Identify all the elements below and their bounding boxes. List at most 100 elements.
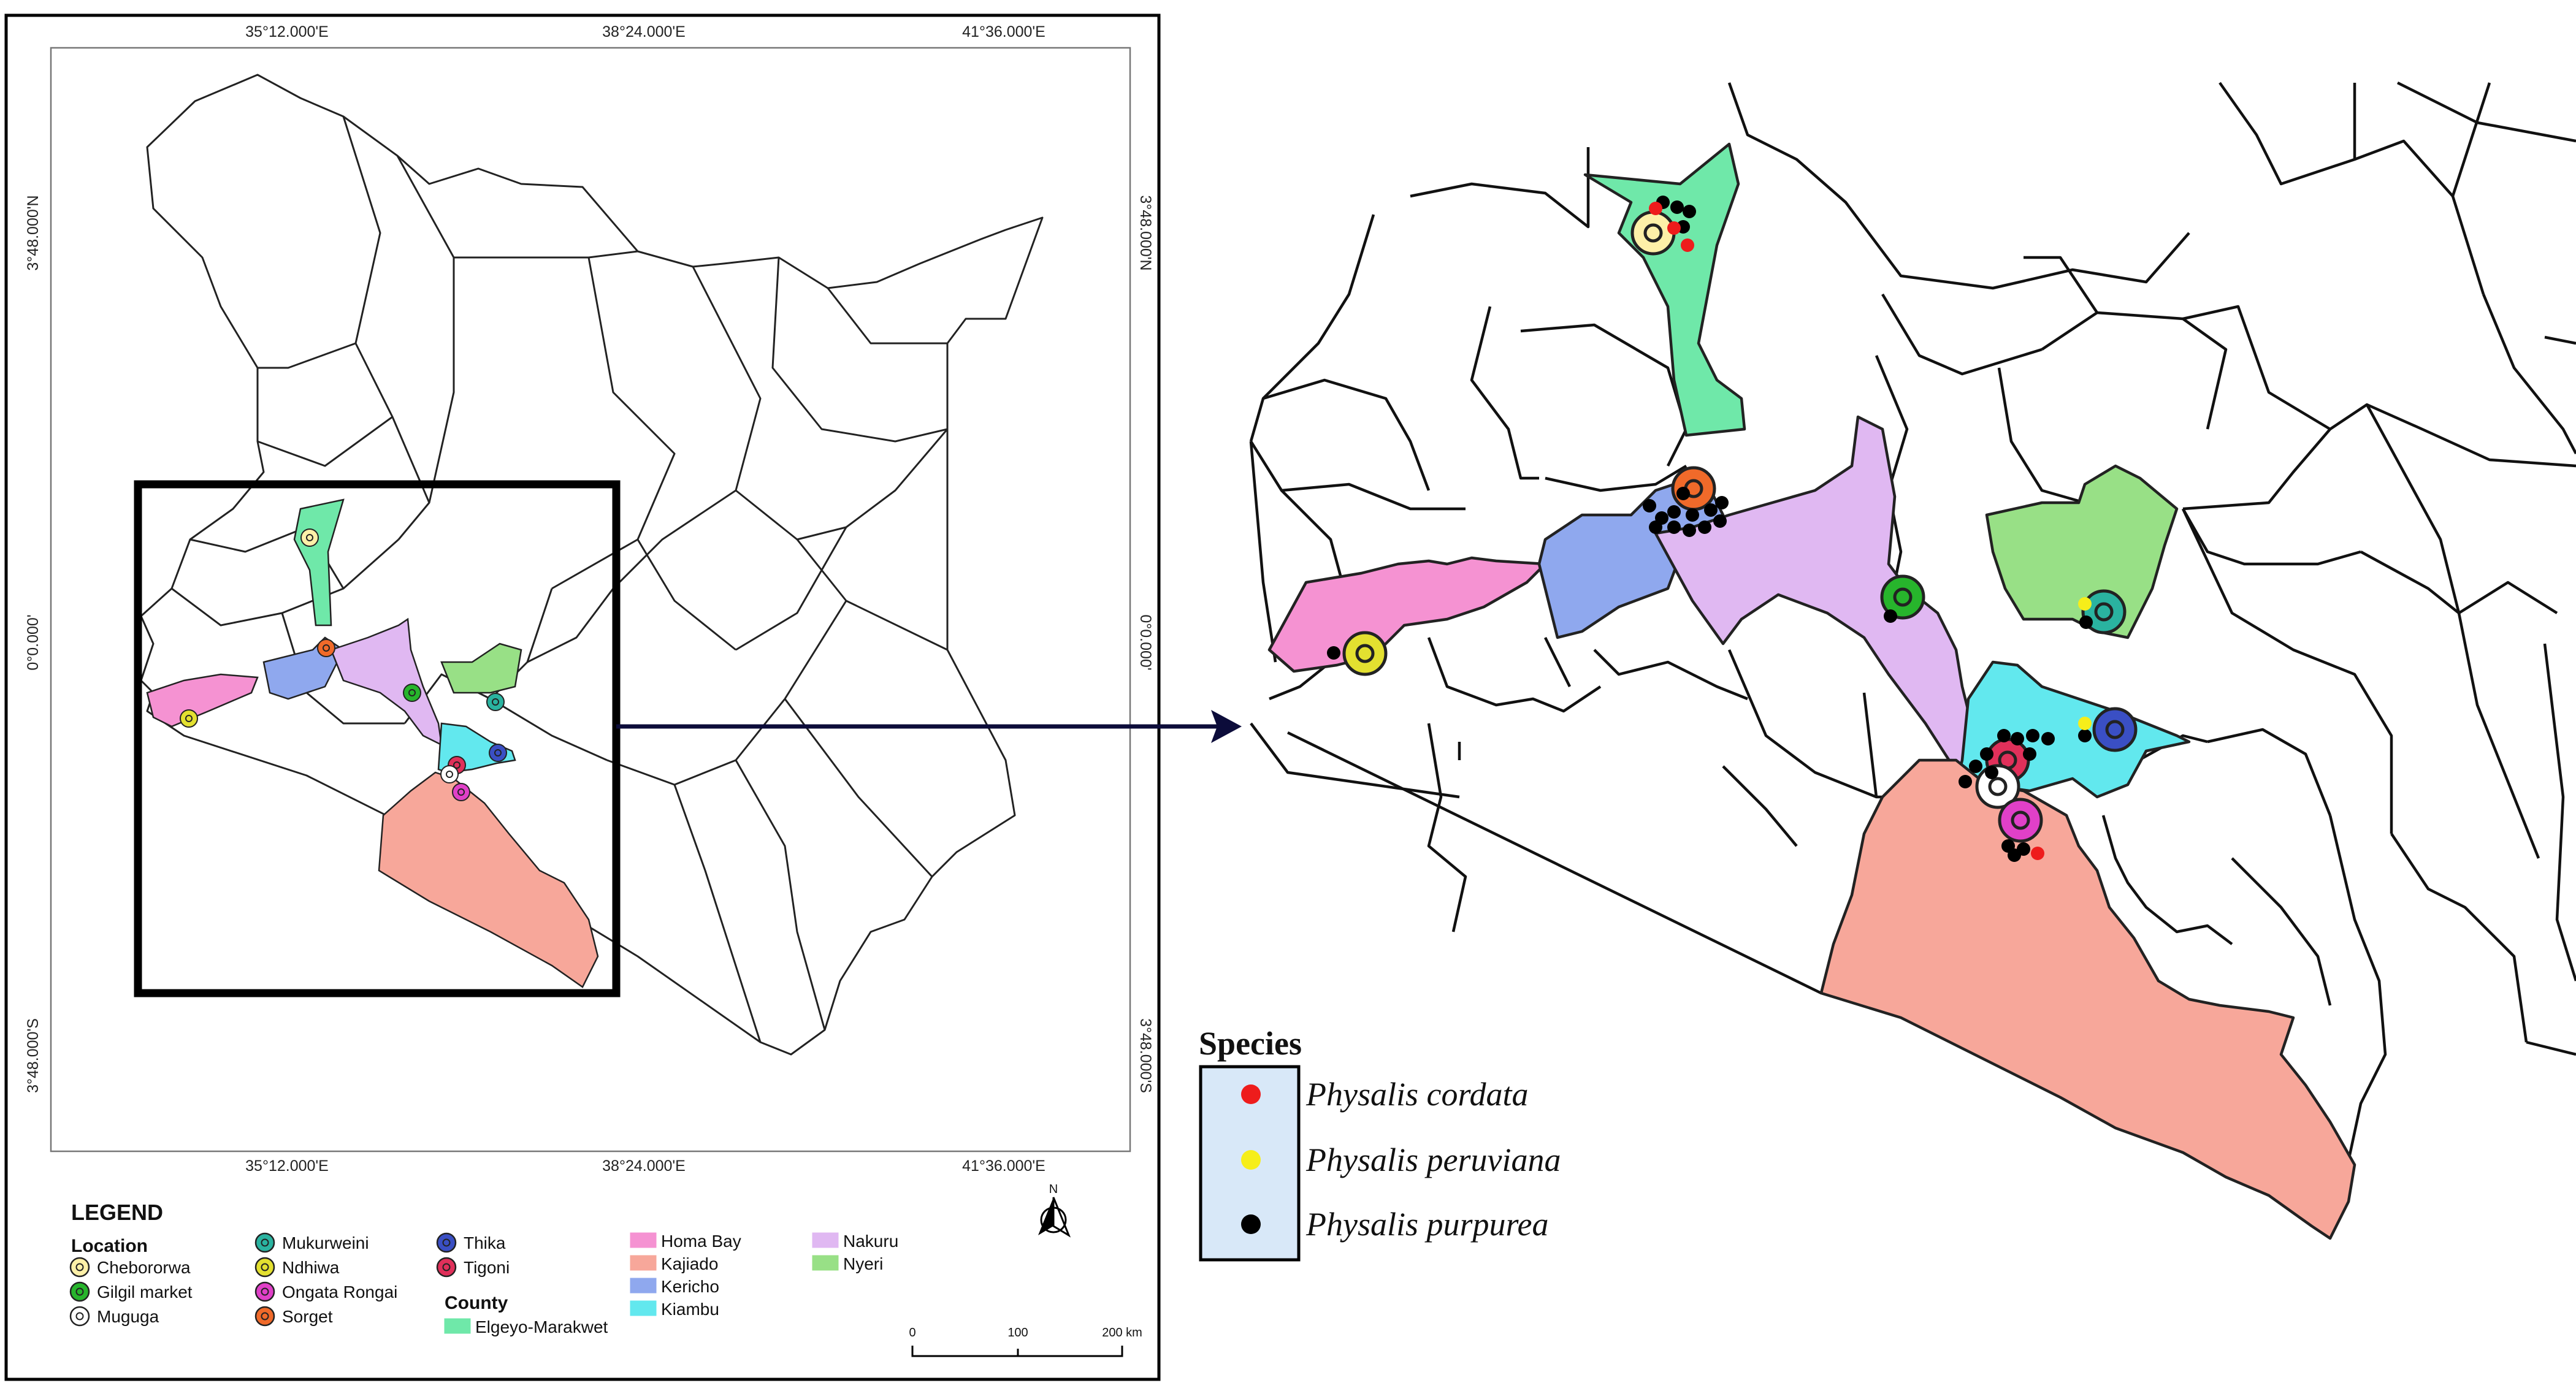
top-tick-2: 38°24.000'E — [602, 23, 686, 40]
legend-location-label: Tigoni — [464, 1258, 510, 1277]
species-cordata-label: Physalis cordata — [1305, 1076, 1528, 1113]
right-marker-mukurweini — [2081, 589, 2127, 635]
legend-county-label: Nyeri — [843, 1254, 883, 1273]
legend-county-label: Kajiado — [661, 1254, 718, 1273]
right-tick-2: 0°0.000' — [1137, 614, 1154, 670]
right-tick-1: 3°48.000'N — [1137, 195, 1154, 270]
legend-county-item: Elgeyo-Marakwet — [444, 1317, 608, 1336]
bottom-tick-1: 35°12.000'E — [245, 1157, 329, 1175]
legend-location-item: Sorget — [254, 1306, 333, 1327]
legend-location-label: Chebororwa — [97, 1258, 191, 1277]
scale-label-100: 100 — [1007, 1326, 1028, 1340]
bottom-tick-2: 38°24.000'E — [602, 1157, 686, 1175]
right-marker-ndhiwa — [1342, 631, 1388, 676]
points-purpurea — [1327, 196, 2093, 862]
north-label: N — [1049, 1183, 1058, 1196]
left-nyeri — [440, 642, 522, 694]
legend-county-item: Nakuru — [812, 1232, 898, 1251]
legend-location-label: Muguga — [97, 1307, 159, 1326]
inset-rectangle — [134, 480, 621, 997]
north-arrow-icon: N — [1038, 1183, 1071, 1238]
species-peruviana-label: Physalis peruviana — [1305, 1141, 1561, 1178]
legend-location-item: Gilgil market — [69, 1281, 193, 1302]
legend-location-label: Ongata Rongai — [282, 1282, 397, 1301]
left-marker-thika — [489, 744, 507, 762]
legend-location-label: Gilgil market — [97, 1282, 193, 1301]
scale-label-200: 200 km — [1102, 1326, 1142, 1340]
legend-county-label: Elgeyo-Marakwet — [475, 1317, 608, 1336]
species-legend-title: Species — [1199, 1025, 1302, 1062]
left-panel: 35°12.000'E 38°24.000'E 41°36.000'E 35°1… — [4, 13, 1161, 1381]
right-boundaries — [1249, 81, 2576, 1190]
legend-location-item: Tigoni — [436, 1257, 510, 1278]
right-marker-thika — [2092, 707, 2138, 752]
scale-bar: 0 100 200 km — [909, 1326, 1142, 1357]
right-diagonal-boundary — [1287, 731, 1822, 995]
legend-county-heading: County — [445, 1293, 508, 1313]
species-purpurea-label: Physalis purpurea — [1305, 1206, 1548, 1243]
legend: LEGEND Location County Chebororwa Gilgil … — [69, 1200, 898, 1336]
top-tick-1: 35°12.000'E — [245, 23, 329, 40]
right-panel: Species Physalis cordata Physalis peruvi… — [1199, 81, 2576, 1262]
left-nakuru — [330, 617, 443, 747]
right-elgeyo-marakwet — [1583, 142, 1746, 437]
bottom-tick-3: 41°36.000'E — [962, 1157, 1045, 1175]
right-nyeri — [1985, 464, 2179, 639]
legend-location-label: Ndhiwa — [282, 1258, 340, 1277]
legend-county-item: Kiambu — [630, 1300, 719, 1319]
left-marker-ongata-rongai — [452, 783, 470, 801]
kenya-outline — [140, 74, 1044, 1056]
legend-county-items: Elgeyo-Marakwet Homa Bay Kajiado Kericho Kia… — [444, 1232, 898, 1336]
left-location-markers — [180, 528, 507, 801]
right-homa-bay — [1267, 556, 1547, 673]
right-nakuru — [1654, 415, 1982, 768]
legend-county-item: Homa Bay — [630, 1232, 741, 1251]
left-homa-bay — [146, 673, 259, 728]
legend-location-label: Thika — [464, 1233, 506, 1252]
legend-county-label: Homa Bay — [661, 1232, 741, 1251]
legend-title: LEGEND — [71, 1200, 163, 1225]
legend-county-item: Nyeri — [812, 1254, 883, 1273]
left-marker-chebororwa — [300, 528, 319, 547]
left-kajiado — [378, 771, 599, 988]
left-marker-gilgil — [403, 684, 421, 702]
legend-county-label: Nakuru — [843, 1232, 898, 1251]
left-tick-3: 3°48.000'S — [25, 1018, 42, 1093]
left-marker-ndhiwa — [180, 709, 198, 728]
legend-location-item: Ongata Rongai — [254, 1281, 397, 1302]
points-cordata — [1649, 202, 2044, 860]
right-marker-gilgil — [1880, 574, 1925, 620]
legend-location-label: Sorget — [282, 1307, 333, 1326]
zoom-arrow — [616, 710, 1242, 743]
right-counties — [1267, 142, 2356, 1240]
legend-location-heading: Location — [71, 1236, 148, 1256]
legend-county-item: Kericho — [630, 1277, 719, 1296]
legend-location-label: Mukurweini — [282, 1233, 369, 1252]
map-frame — [50, 47, 1131, 1153]
legend-location-item: Muguga — [69, 1306, 159, 1327]
left-marker-muguga — [440, 765, 459, 783]
species-points — [1327, 196, 2093, 862]
legend-county-label: Kericho — [661, 1277, 719, 1296]
legend-location-item: Mukurweini — [254, 1232, 369, 1253]
species-legend: Species Physalis cordata Physalis peruvi… — [1199, 1025, 1561, 1262]
left-tick-2: 0°0.000' — [25, 614, 42, 670]
right-marker-ongata-rongai — [1998, 798, 2043, 843]
legend-county-label: Kiambu — [661, 1300, 719, 1319]
species-purpurea-dot — [1241, 1214, 1261, 1234]
legend-location-item: Ndhiwa — [254, 1257, 340, 1278]
legend-location-item: Thika — [436, 1232, 506, 1253]
right-tick-3: 3°48.000'S — [1137, 1018, 1154, 1093]
legend-location-item: Chebororwa — [69, 1257, 191, 1278]
left-marker-sorget — [317, 639, 335, 657]
scale-label-0: 0 — [909, 1326, 915, 1340]
right-marker-chebororwa — [1630, 210, 1676, 256]
legend-location-items: Chebororwa Gilgil market Muguga Mukurweini N… — [69, 1232, 510, 1327]
legend-county-item: Kajiado — [630, 1254, 718, 1273]
right-kajiado — [1819, 758, 2356, 1240]
left-tick-1: 3°48.000'N — [25, 195, 42, 270]
species-cordata-dot — [1241, 1084, 1261, 1104]
top-tick-3: 41°36.000'E — [962, 23, 1045, 40]
species-peruviana-dot — [1241, 1150, 1261, 1170]
